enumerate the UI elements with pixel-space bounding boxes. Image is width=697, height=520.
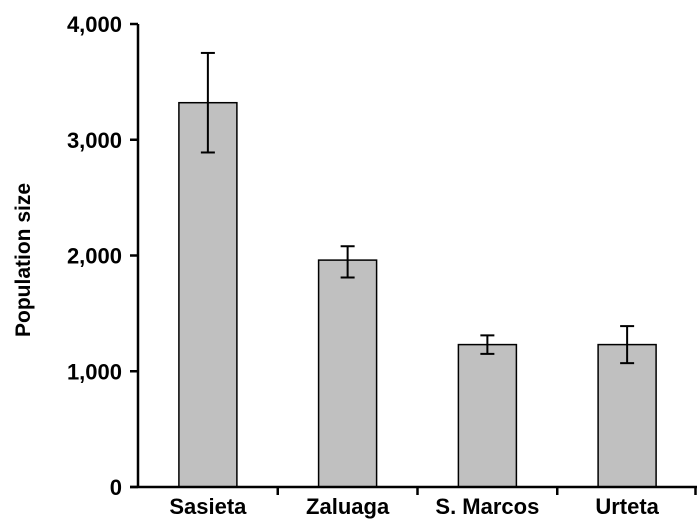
axes — [130, 24, 697, 495]
y-tick-label: 0 — [110, 475, 122, 500]
x-tick-label: S. Marcos — [435, 494, 539, 519]
y-tick-label: 4,000 — [67, 12, 122, 37]
error-bars — [200, 51, 635, 365]
x-tick-label: Sasieta — [169, 494, 247, 519]
y-tick-label: 3,000 — [67, 128, 122, 153]
error-bar — [340, 245, 355, 279]
y-axis-label: Population size — [12, 183, 35, 337]
y-tick-label: 2,000 — [67, 244, 122, 269]
y-tick-label: 1,000 — [67, 359, 122, 384]
y-axis-ticks: 0 1,000 2,000 3,000 4,000 — [67, 12, 138, 500]
error-bar — [480, 334, 495, 355]
x-tick-label: Urteta — [595, 494, 659, 519]
bar-zaluaga — [317, 259, 378, 488]
error-bar — [620, 325, 635, 365]
error-bar — [200, 51, 215, 154]
x-axis-ticks: Sasieta Zaluaga S. Marcos Urteta — [169, 494, 659, 519]
x-tick-label: Zaluaga — [306, 494, 390, 519]
bars — [178, 101, 657, 488]
bar-sasieta — [178, 101, 238, 488]
bar-s-marcos — [457, 343, 518, 488]
bar-urteta — [597, 343, 657, 488]
